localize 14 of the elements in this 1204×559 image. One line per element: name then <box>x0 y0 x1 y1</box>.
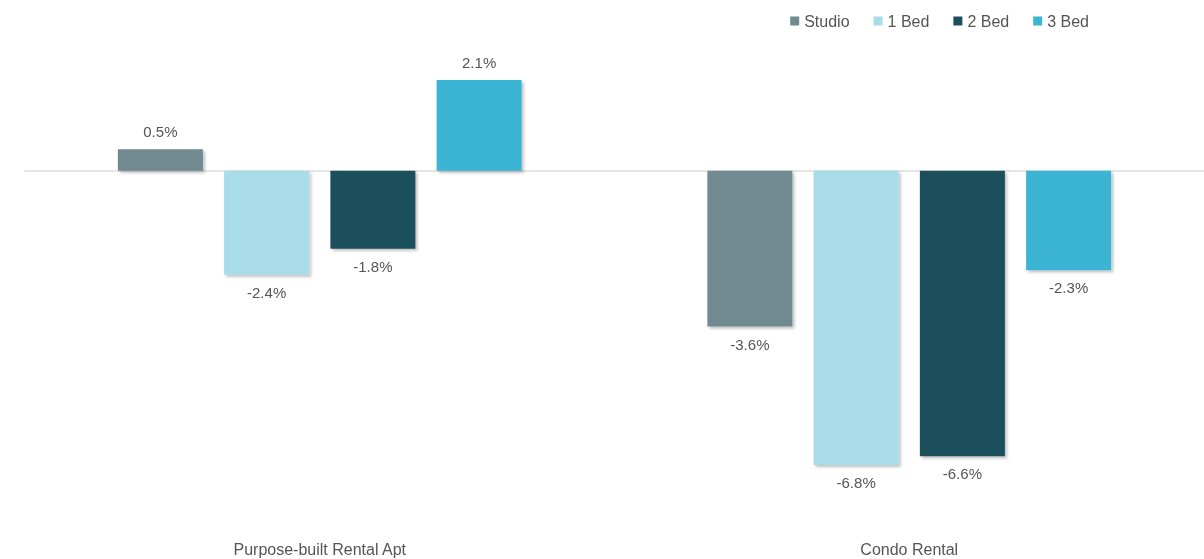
data-label: -6.8% <box>836 474 876 491</box>
data-label: 2.1% <box>462 54 497 71</box>
data-label: -2.4% <box>247 283 287 301</box>
data-label: -1.8% <box>353 257 393 275</box>
x-tick-label: Condo Rental <box>860 540 959 558</box>
data-label: 0.5% <box>143 123 178 141</box>
x-tick-label: Purpose-built Rental Apt <box>233 540 407 558</box>
data-label: -3.6% <box>730 335 770 353</box>
legend-label: 1 Bed <box>887 12 930 30</box>
data-label: -2.3% <box>1049 279 1089 297</box>
legend-label: Studio <box>804 12 850 30</box>
legend-label: 3 Bed <box>1047 12 1089 30</box>
legend-label: 2 Bed <box>967 12 1010 30</box>
data-label: -6.6% <box>942 465 982 483</box>
